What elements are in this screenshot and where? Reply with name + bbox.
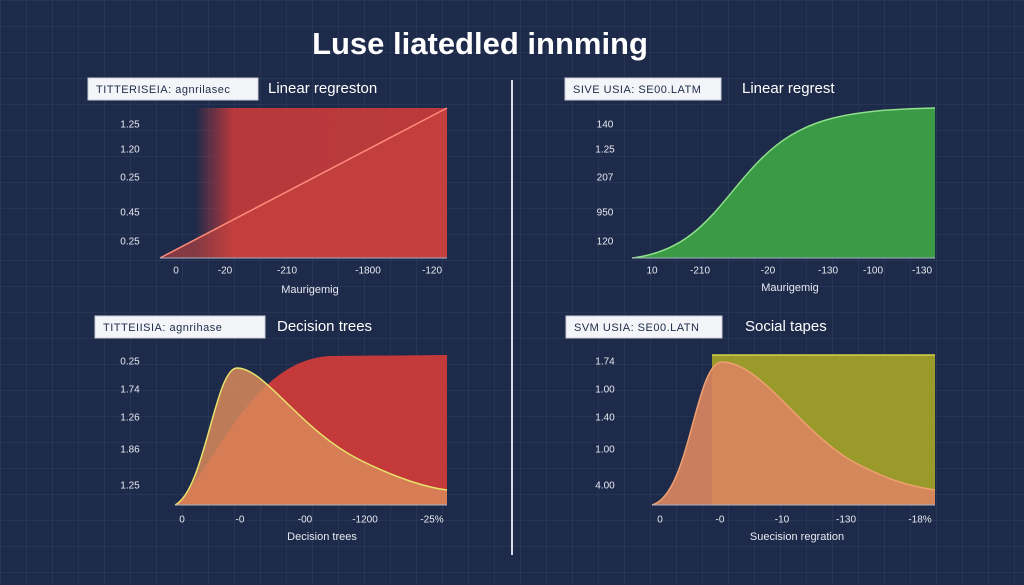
y-tick-label: 1.74: [120, 385, 140, 396]
panel-plot: [174, 355, 448, 506]
y-tick-label: 1.74: [595, 357, 615, 368]
x-tick-label: 0: [657, 515, 663, 526]
x-tick-label: -100: [863, 266, 883, 277]
y-tick-label: 950: [597, 208, 614, 219]
y-tick-label: 1.86: [120, 445, 140, 456]
x-tick-label: 0: [179, 515, 185, 526]
y-tick-label: 1.25: [595, 145, 615, 156]
panel-plot: [631, 107, 936, 259]
tag-text: TITTERISEIA: agnrilasec: [96, 84, 230, 96]
y-tick-label: 1.00: [595, 385, 615, 396]
x-tick-label: -130: [836, 515, 856, 526]
y-tick-label: 0.25: [120, 173, 140, 184]
y-tick-label: 1.20: [120, 145, 140, 156]
x-axis-title: Maurigemig: [281, 284, 338, 296]
x-tick-label: -1800: [355, 266, 381, 277]
tag-box: [565, 315, 723, 339]
tag-box: [564, 77, 722, 101]
y-tick-label: 0.25: [120, 237, 140, 248]
tag-text: SIVE USIA: SE00.LATM: [573, 84, 701, 96]
page-title: Luse liatedled innming: [312, 26, 648, 61]
tag-text: SVM USIA: SE00.LATN: [574, 322, 699, 334]
x-tick-label: 10: [646, 266, 658, 277]
y-tick-label: 1.25: [120, 481, 140, 492]
x-tick-label: -120: [422, 266, 442, 277]
x-tick-label: 0: [173, 266, 179, 277]
panel-subtitle: Linear regrest: [742, 80, 835, 97]
x-tick-label: -130: [818, 266, 838, 277]
tag-text: TITTEIISIA: agnrihase: [103, 322, 222, 334]
y-tick-label: 1.40: [595, 413, 615, 424]
panel-subtitle: Linear regreston: [268, 80, 377, 97]
panel-plot: [651, 354, 936, 506]
y-tick-label: 0.25: [120, 357, 140, 368]
y-tick-label: 1.00: [595, 445, 615, 456]
panel-subtitle: Social tapes: [745, 318, 827, 335]
x-tick-label: -20: [761, 266, 776, 277]
y-tick-label: 120: [597, 237, 614, 248]
y-tick-label: 207: [597, 173, 614, 184]
y-tick-label: 1.26: [120, 413, 140, 424]
x-tick-label: -20: [218, 266, 233, 277]
x-tick-label: -10: [775, 515, 790, 526]
y-tick-label: 140: [597, 120, 614, 131]
x-axis-title: Decision trees: [287, 531, 357, 543]
x-axis-title: Maurigemig: [761, 282, 818, 294]
x-tick-label: -18%: [908, 515, 931, 526]
x-tick-label: -210: [277, 266, 297, 277]
x-tick-label: -0: [716, 515, 725, 526]
panel-subtitle: Decision trees: [277, 318, 372, 335]
x-axis-title: Suecision regration: [750, 531, 844, 543]
y-tick-label: 4.00: [595, 481, 615, 492]
y-tick-label: 1.25: [120, 120, 140, 131]
x-tick-label: -130: [912, 266, 932, 277]
y-tick-label: 0.45: [120, 208, 140, 219]
x-tick-label: -210: [690, 266, 710, 277]
x-tick-label: -1200: [352, 515, 378, 526]
tag-box: [94, 315, 266, 339]
x-tick-label: -25%: [420, 515, 443, 526]
x-tick-label: -00: [298, 515, 313, 526]
tag-box: [87, 77, 259, 101]
panel-plot: [159, 107, 448, 259]
x-tick-label: -0: [236, 515, 245, 526]
